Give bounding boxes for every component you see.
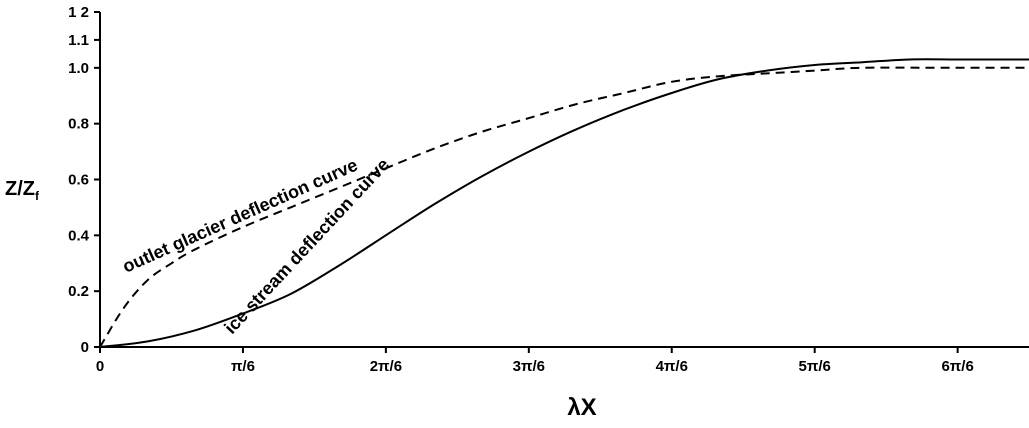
x-axis: 0 π/6 2π/6 3π/6 4π/6 5π/6 6π/6 <box>96 346 1029 375</box>
y-axis: 0 0.2 0.4 0.6 0.8 1.0 1.1 1 2 <box>68 4 101 356</box>
x-tick-label: 0 <box>96 358 104 375</box>
y-axis-title: Z/Zf <box>5 178 40 203</box>
y-tick-label: 0 <box>81 339 89 356</box>
y-axis-title-subscript: f <box>35 189 40 203</box>
x-tick-label: 5π/6 <box>799 358 831 375</box>
y-tick-label: 0.6 <box>68 172 89 189</box>
x-tick-label: 2π/6 <box>370 358 402 375</box>
series-layer <box>100 58 1029 348</box>
x-tick-label: 3π/6 <box>513 358 545 375</box>
x-tick-label: π/6 <box>231 358 255 375</box>
y-axis-title-main: Z/Z <box>5 178 35 200</box>
outlet-glacier-curve <box>100 66 1029 348</box>
y-tick-label: 1.1 <box>68 32 89 49</box>
y-tick-label: 0.8 <box>68 116 89 133</box>
x-axis-title: λX <box>567 394 596 421</box>
y-tick-label: 1 2 <box>68 4 89 21</box>
ice-stream-curve <box>100 58 1029 348</box>
y-tick-label: 0.2 <box>68 283 89 300</box>
x-tick-label: 4π/6 <box>656 358 688 375</box>
y-tick-label: 1.0 <box>68 60 89 77</box>
x-tick-label: 6π/6 <box>941 358 973 375</box>
y-tick-label: 0.4 <box>68 227 90 244</box>
